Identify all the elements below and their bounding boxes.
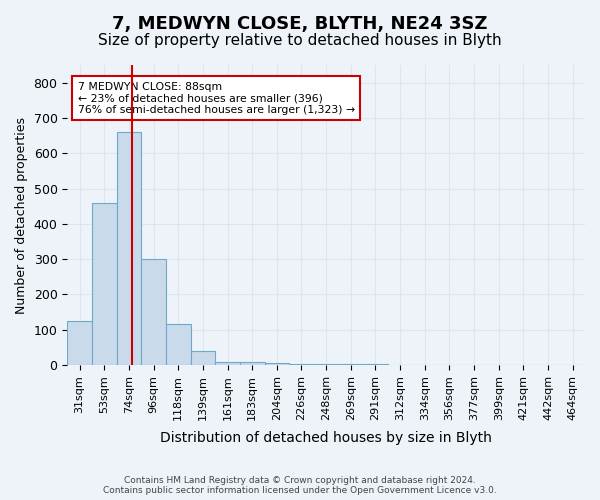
Bar bbox=[166, 324, 191, 365]
Bar bbox=[338, 364, 363, 365]
Bar bbox=[265, 364, 289, 365]
Text: 7, MEDWYN CLOSE, BLYTH, NE24 3SZ: 7, MEDWYN CLOSE, BLYTH, NE24 3SZ bbox=[112, 15, 488, 33]
Bar bbox=[141, 259, 166, 365]
Bar bbox=[314, 364, 338, 365]
Bar bbox=[240, 362, 265, 365]
Bar bbox=[92, 202, 116, 365]
Bar bbox=[215, 362, 240, 365]
Text: 7 MEDWYN CLOSE: 88sqm
← 23% of detached houses are smaller (396)
76% of semi-det: 7 MEDWYN CLOSE: 88sqm ← 23% of detached … bbox=[77, 82, 355, 114]
Y-axis label: Number of detached properties: Number of detached properties bbox=[15, 116, 28, 314]
X-axis label: Distribution of detached houses by size in Blyth: Distribution of detached houses by size … bbox=[160, 431, 492, 445]
Bar bbox=[289, 364, 314, 365]
Bar bbox=[67, 321, 92, 365]
Text: Contains HM Land Registry data © Crown copyright and database right 2024.
Contai: Contains HM Land Registry data © Crown c… bbox=[103, 476, 497, 495]
Text: Size of property relative to detached houses in Blyth: Size of property relative to detached ho… bbox=[98, 32, 502, 48]
Bar bbox=[363, 364, 388, 365]
Bar bbox=[116, 132, 141, 365]
Bar bbox=[191, 351, 215, 365]
